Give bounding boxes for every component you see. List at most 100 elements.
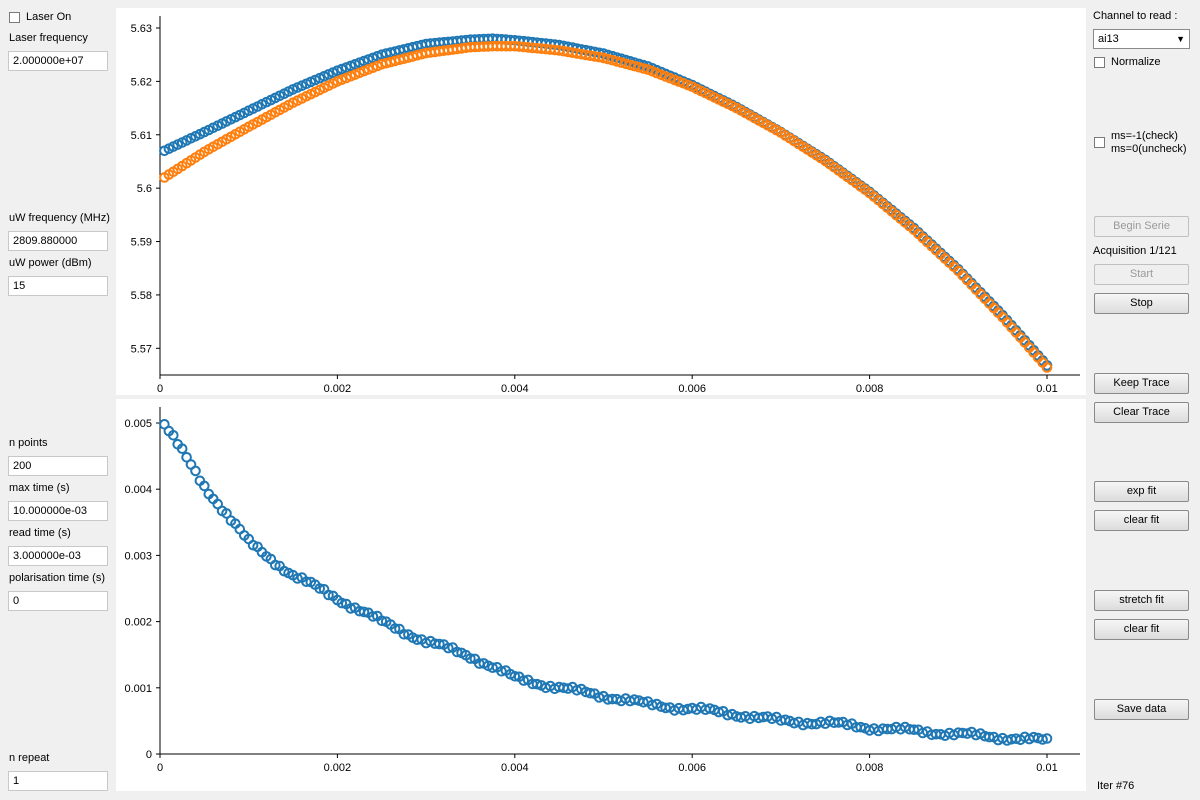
data-point: [1037, 734, 1048, 745]
y-tick-label: 5.61: [131, 130, 152, 142]
data-point: [221, 508, 232, 519]
clear-fit-button-2[interactable]: clear fit: [1094, 619, 1189, 640]
x-tick-label: 0.006: [678, 383, 706, 395]
x-tick-label: 0: [157, 383, 163, 395]
ms-label: ms=-1(check) ms=0(uncheck): [1111, 130, 1187, 156]
x-tick-label: 0.002: [324, 383, 352, 395]
start-button[interactable]: Start: [1094, 264, 1189, 285]
data-point: [376, 615, 388, 627]
acquisition-status: Acquisition 1/121: [1093, 245, 1177, 257]
data-point: [389, 623, 401, 634]
y-tick-label: 0.004: [124, 484, 152, 496]
stop-button[interactable]: Stop: [1094, 293, 1189, 314]
data-point: [292, 573, 303, 584]
y-tick-label: 5.6: [137, 183, 152, 195]
data-point: [638, 63, 649, 74]
uw-frequency-input[interactable]: [8, 231, 108, 251]
stretch-fit-button[interactable]: stretch fit: [1094, 590, 1189, 611]
y-tick-label: 5.59: [131, 237, 152, 249]
ms-checkbox[interactable]: [1094, 137, 1105, 148]
x-tick-label: 0: [157, 762, 163, 774]
x-tick-label: 0.006: [678, 762, 706, 774]
data-point: [780, 714, 791, 726]
data-point: [314, 583, 325, 594]
data-point: [168, 430, 179, 441]
keep-trace-button[interactable]: Keep Trace: [1094, 373, 1189, 394]
x-tick-label: 0.004: [501, 383, 529, 395]
data-point: [713, 706, 725, 718]
x-tick-label: 0.01: [1036, 762, 1057, 774]
data-point: [443, 642, 454, 654]
data-point: [434, 638, 445, 650]
normalize-label: Normalize: [1111, 56, 1161, 68]
data-point: [1041, 362, 1053, 373]
bottom-scatter-chart: 0 0.002 0.004 0.006 0.008 0.01 0 0.001 0.002 0.00…: [124, 407, 1080, 774]
y-tick-label: 0.002: [124, 617, 152, 629]
channel-select[interactable]: ai13 ▼: [1093, 29, 1190, 49]
data-point: [584, 687, 596, 699]
series-1: [159, 40, 1053, 373]
series-0: [159, 33, 1053, 371]
n-repeat-input[interactable]: [8, 771, 108, 791]
top-plot-area[interactable]: 0 0.002 0.004 0.006 0.008 0.01 5.57 5.58 5.59 5.6…: [116, 8, 1086, 395]
data-point: [465, 653, 476, 664]
data-point: [638, 697, 649, 708]
y-tick-label: 5.57: [131, 343, 152, 355]
read-time-input[interactable]: [8, 546, 108, 566]
data-point: [176, 443, 188, 455]
data-point: [629, 694, 640, 705]
x-tick-label: 0.002: [324, 762, 352, 774]
data-point: [190, 465, 201, 477]
series-0: [159, 419, 1053, 746]
clear-trace-button[interactable]: Clear Trace: [1094, 402, 1189, 423]
data-point: [487, 662, 498, 674]
laser-frequency-input[interactable]: [8, 51, 108, 71]
data-point: [1041, 733, 1053, 744]
polarisation-time-input[interactable]: [8, 591, 108, 611]
iteration-status: Iter #76: [1097, 780, 1135, 792]
uw-frequency-label: uW frequency (MHz): [9, 212, 110, 224]
read-time-label: read time (s): [9, 527, 71, 539]
x-tick-label: 0.004: [501, 762, 529, 774]
x-tick-label: 0.008: [856, 383, 884, 395]
data-point: [270, 559, 281, 571]
data-point: [531, 678, 543, 690]
uw-power-label: uW power (dBm): [9, 257, 92, 269]
ms-label-line2: ms=0(uncheck): [1111, 143, 1187, 155]
data-point: [367, 611, 379, 622]
data-point: [336, 597, 348, 609]
data-point: [301, 576, 312, 587]
data-point: [323, 589, 334, 601]
save-data-button[interactable]: Save data: [1094, 699, 1189, 720]
x-tick-label: 0.008: [856, 762, 884, 774]
data-point: [855, 721, 867, 733]
uw-power-input[interactable]: [8, 276, 108, 296]
y-tick-label: 5.58: [131, 290, 152, 302]
top-scatter-chart: 0 0.002 0.004 0.006 0.008 0.01 5.57 5.58 5.59 5.6…: [131, 16, 1080, 395]
bottom-plot-area[interactable]: 0 0.002 0.004 0.006 0.008 0.01 0 0.001 0.002 0.00…: [116, 399, 1086, 791]
channel-to-read-label: Channel to read :: [1093, 10, 1178, 22]
channel-select-value: ai13: [1098, 33, 1119, 45]
normalize-checkbox[interactable]: [1094, 57, 1105, 68]
n-repeat-label: n repeat: [9, 752, 50, 764]
max-time-input[interactable]: [8, 501, 108, 521]
data-point: [496, 666, 507, 677]
polarisation-time-label: polarisation time (s): [9, 572, 105, 584]
y-tick-label: 0.001: [124, 683, 152, 695]
exp-fit-button[interactable]: exp fit: [1094, 481, 1189, 502]
begin-serie-button[interactable]: Begin Serie: [1094, 216, 1189, 237]
data-point: [358, 606, 370, 618]
data-point: [704, 703, 716, 714]
data-point: [451, 646, 463, 658]
n-points-label: n points: [9, 437, 48, 449]
y-tick-label: 5.63: [131, 23, 152, 35]
clear-fit-button-1[interactable]: clear fit: [1094, 510, 1189, 531]
x-tick-label: 0.01: [1036, 383, 1057, 395]
laser-on-checkbox[interactable]: [9, 12, 20, 23]
y-tick-label: 5.62: [131, 76, 152, 88]
data-point: [398, 629, 410, 640]
y-tick-label: 0: [146, 749, 152, 761]
n-points-input[interactable]: [8, 456, 108, 476]
max-time-label: max time (s): [9, 482, 70, 494]
y-tick-label: 0.005: [124, 418, 152, 430]
